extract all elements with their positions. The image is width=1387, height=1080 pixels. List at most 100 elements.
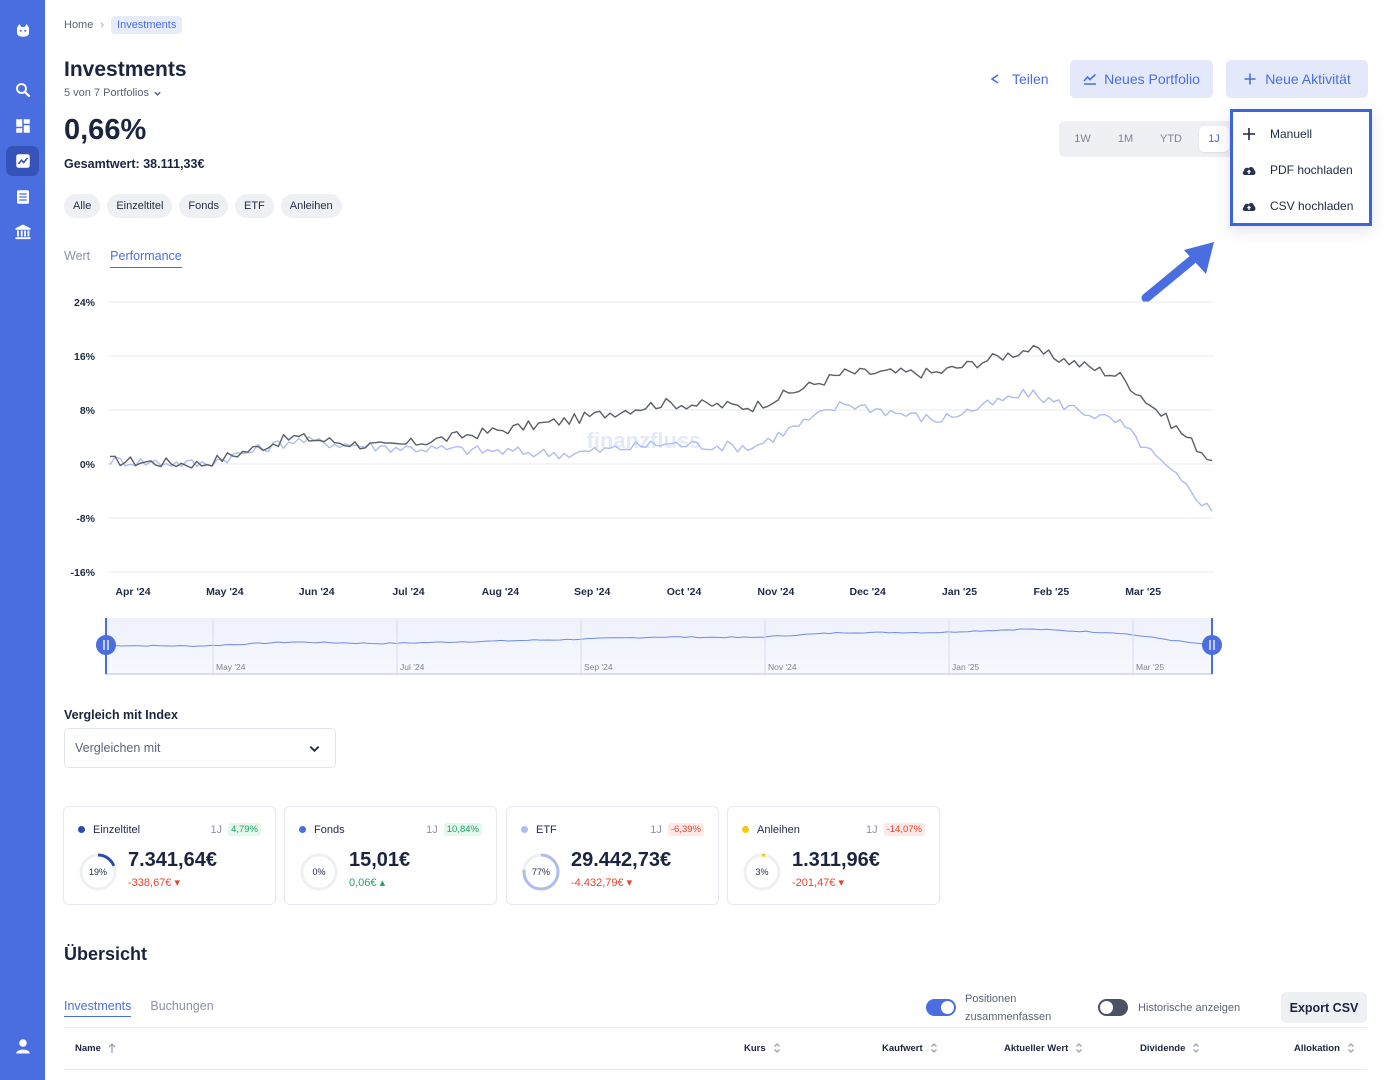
bank-icon[interactable] bbox=[12, 221, 33, 242]
new-portfolio-button[interactable]: Neues Portfolio bbox=[1070, 60, 1213, 98]
tab-wert[interactable]: Wert bbox=[64, 249, 91, 263]
column-header-kurs[interactable]: Kurs bbox=[744, 1042, 781, 1054]
filter-chip-etf[interactable]: ETF bbox=[235, 194, 274, 218]
asset-card-value: 1.311,96€ bbox=[792, 849, 880, 871]
logo-icon[interactable] bbox=[12, 19, 33, 40]
asset-card-fonds[interactable]: Fonds 1J 10,84% 0% 15,01€ 0,06€ ▴ bbox=[284, 806, 497, 905]
filter-chip-fonds[interactable]: Fonds bbox=[179, 194, 228, 218]
column-header-allokation[interactable]: Allokation bbox=[1294, 1042, 1355, 1054]
allocation-ring bbox=[300, 853, 338, 891]
plus-icon bbox=[1244, 73, 1256, 85]
asset-card-delta: -4.432,79€ ▾ bbox=[571, 877, 633, 889]
menu-item-csv-upload[interactable]: CSV hochladen bbox=[1241, 196, 1353, 216]
new-portfolio-label: Neues Portfolio bbox=[1104, 71, 1200, 87]
asset-card-header: Einzeltitel 1J 4,79% bbox=[78, 823, 261, 836]
navigator-background bbox=[105, 618, 1213, 674]
history-toggle[interactable] bbox=[1098, 999, 1128, 1016]
navigator-content: May '24 Jul '24 Sep '24 Nov '24 Jan '25 Mar '… bbox=[107, 620, 1212, 674]
y-tick-label: 0% bbox=[80, 459, 96, 471]
asset-card-einzeltitel[interactable]: Einzeltitel 1J 4,79% 19% 7.341,64€ -338,67€ ▾ bbox=[63, 806, 276, 905]
tab-buchungen[interactable]: Buchungen bbox=[150, 999, 214, 1013]
column-header-dividende[interactable]: Dividende bbox=[1140, 1042, 1200, 1054]
filter-chip-alle[interactable]: Alle bbox=[64, 194, 101, 218]
history-toggle-label: Historische anzeigen bbox=[1138, 1002, 1241, 1014]
performance-value: 0,66% bbox=[64, 114, 147, 146]
chart-series-group bbox=[109, 345, 1213, 512]
x-tick-label: May '24 bbox=[206, 586, 244, 598]
range-1m[interactable]: 1M bbox=[1117, 133, 1134, 145]
chart-range-navigator[interactable]: May '24 Jul '24 Sep '24 Nov '24 Jan '25 Mar '… bbox=[95, 618, 1225, 678]
search-icon[interactable] bbox=[12, 79, 33, 100]
tab-performance[interactable]: Performance bbox=[110, 249, 182, 268]
range-1j[interactable]: 1J bbox=[1199, 126, 1229, 152]
column-header-label: Dividende bbox=[1140, 1042, 1186, 1054]
navigator-left-handle[interactable] bbox=[96, 635, 116, 655]
asset-card-name: Anleihen bbox=[757, 823, 800, 836]
user-icon[interactable] bbox=[12, 1035, 33, 1056]
asset-card-period: 1J bbox=[210, 823, 223, 836]
x-tick-label: Feb '25 bbox=[1033, 586, 1069, 598]
menu-item-pdf-upload[interactable]: PDF hochladen bbox=[1241, 160, 1353, 180]
time-range-selector: 1W 1M YTD 1J bbox=[1059, 121, 1235, 157]
asset-card-change: -14,07% bbox=[883, 823, 925, 836]
asset-card-change: 4,79% bbox=[228, 823, 261, 836]
column-header-name[interactable]: Name bbox=[75, 1042, 116, 1054]
allocation-ring bbox=[743, 853, 781, 891]
column-header-kaufwert[interactable]: Kaufwert bbox=[882, 1042, 938, 1054]
asset-card-change: 10,84% bbox=[443, 823, 482, 836]
document-icon[interactable] bbox=[12, 186, 33, 207]
x-tick-label: Nov '24 bbox=[757, 586, 794, 598]
range-1w[interactable]: 1W bbox=[1074, 133, 1091, 145]
asset-card-etf[interactable]: ETF 1J -6,39% 77% 29.442,73€ -4.432,79€ ▾ bbox=[506, 806, 719, 905]
annotation-arrow-icon bbox=[1141, 242, 1214, 303]
positions-merge-toggle[interactable] bbox=[926, 999, 956, 1016]
menu-item-label: Manuell bbox=[1270, 127, 1313, 141]
share-button[interactable]: Teilen bbox=[978, 60, 1059, 98]
x-tick-label: Apr '24 bbox=[115, 586, 150, 598]
asset-card-name: Fonds bbox=[314, 823, 345, 836]
menu-item-label: PDF hochladen bbox=[1270, 163, 1353, 177]
x-tick-label: Jul '24 bbox=[392, 586, 424, 598]
x-tick-label: Dec '24 bbox=[849, 586, 886, 598]
compare-index-select[interactable]: Vergleichen mit bbox=[64, 728, 336, 768]
chart-y-axis: 24% 16% 8% 0% -8% -16% bbox=[70, 297, 95, 579]
breadcrumb-home[interactable]: Home bbox=[64, 19, 94, 31]
filter-chip-einzeltitel[interactable]: Einzeltitel bbox=[107, 194, 173, 218]
positions-merge-label-line2: zusammenfassen bbox=[965, 1011, 1052, 1023]
asset-card-anleihen[interactable]: Anleihen 1J -14,07% 3% 1.311,96€ -201,47€ ▾ bbox=[727, 806, 940, 905]
export-csv-button[interactable]: Export CSV bbox=[1281, 992, 1367, 1023]
tab-investments[interactable]: Investments bbox=[64, 999, 132, 1017]
asset-color-dot bbox=[78, 826, 85, 833]
investments-chart-icon[interactable] bbox=[6, 146, 39, 176]
sort-asc-icon bbox=[108, 1043, 116, 1053]
menu-item-manuell[interactable]: Manuell bbox=[1241, 124, 1312, 144]
column-header-label: Aktueller Wert bbox=[1004, 1042, 1069, 1054]
range-ytd[interactable]: YTD bbox=[1160, 133, 1182, 145]
asset-filter-chips: Alle Einzeltitel Fonds ETF Anleihen bbox=[64, 194, 342, 218]
chevron-down-icon bbox=[309, 745, 320, 752]
cloud-upload-icon bbox=[1242, 202, 1256, 211]
toggle-knob bbox=[941, 1001, 954, 1014]
allocation-percent: 0% bbox=[312, 867, 326, 877]
sort-icon bbox=[1076, 1043, 1083, 1053]
compare-index-label: Vergleich mit Index bbox=[64, 708, 178, 722]
column-header-aktueller-wert[interactable]: Aktueller Wert bbox=[1004, 1042, 1083, 1054]
allocation-percent: 3% bbox=[755, 867, 769, 877]
filter-chip-anleihen[interactable]: Anleihen bbox=[280, 194, 342, 218]
y-tick-label: 16% bbox=[74, 351, 96, 363]
new-activity-label: Neue Aktivität bbox=[1265, 71, 1351, 87]
portfolio-selector-label: 5 von 7 Portfolios bbox=[64, 87, 149, 99]
asset-card-period: 1J bbox=[650, 823, 662, 836]
portfolio-selector[interactable]: 5 von 7 Portfolios bbox=[64, 87, 162, 99]
sort-icon bbox=[930, 1043, 937, 1053]
y-tick-label: -8% bbox=[76, 513, 95, 525]
chart-x-axis: Apr '24 May '24 Jun '24 Jul '24 Aug '24 Sep '… bbox=[115, 586, 1161, 598]
y-tick-label: 8% bbox=[80, 405, 96, 417]
new-activity-menu: Manuell PDF hochladen CSV hochladen bbox=[1230, 109, 1372, 226]
overview-tabs: Investments Buchungen bbox=[64, 999, 214, 1017]
navigator-right-handle[interactable] bbox=[1202, 635, 1222, 655]
new-activity-button[interactable]: Neue Aktivität bbox=[1226, 60, 1368, 98]
breadcrumb: Home › Investments bbox=[64, 16, 183, 34]
dashboard-icon[interactable] bbox=[12, 115, 33, 136]
